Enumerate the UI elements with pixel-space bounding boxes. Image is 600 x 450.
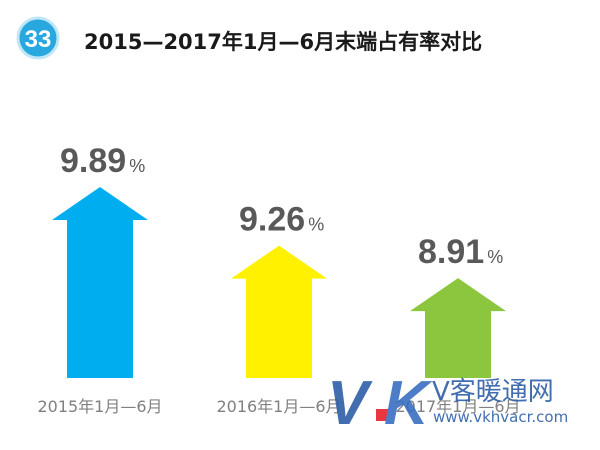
category-label-2: 2016年1月—6月: [216, 397, 341, 416]
watermark-logo-v: V: [327, 369, 373, 438]
value-number-3: 8.91: [418, 233, 484, 271]
watermark-url: www.vkhvacr.com: [433, 408, 568, 426]
value-unit-2: %: [308, 215, 324, 235]
bar-arrow-2: [231, 245, 327, 378]
chart-title: 2015—2017年1月—6月末端占有率对比: [84, 30, 482, 54]
category-label-1: 2015年1月—6月: [37, 397, 162, 416]
value-label-1: 9.89%: [60, 142, 145, 180]
value-number-1: 9.89: [60, 142, 126, 180]
bar-arrow-3: [410, 278, 506, 378]
watermark-logo-dot: [376, 409, 388, 421]
bar-arrow-1: [52, 187, 148, 378]
badge-number: 33: [25, 26, 52, 53]
value-label-2: 9.26%: [239, 201, 324, 239]
bars: [52, 187, 506, 378]
badge-circle: [16, 16, 60, 60]
value-unit-1: %: [129, 156, 145, 176]
value-label-3: 8.91%: [418, 233, 503, 271]
value-unit-3: %: [487, 247, 503, 267]
category-label-3: 2017年1月—6月: [395, 397, 520, 416]
value-labels: 9.89 %9.26 %8.91%: [60, 142, 503, 271]
header: 33 2015—2017年1月—6月末端占有率对比: [16, 16, 482, 60]
category-labels: 2015年1月—6月 2016年1月—6月 2017年1月—6月: [37, 397, 520, 416]
watermark-logo-k: K: [384, 369, 433, 438]
value-number-2: 9.26: [239, 201, 305, 239]
watermark-name: V客暖通网: [432, 377, 554, 407]
watermark: V K V客暖通网 www.vkhvacr.com: [327, 369, 568, 438]
